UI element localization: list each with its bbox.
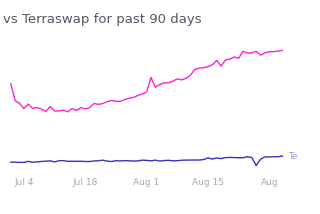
Text: Te: Te [288, 152, 298, 160]
Text: vs Terraswap for past 90 days: vs Terraswap for past 90 days [3, 13, 202, 26]
